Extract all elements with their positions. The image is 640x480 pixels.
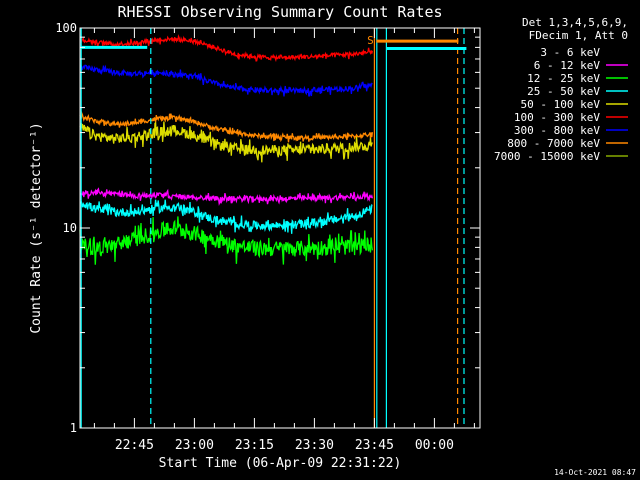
y-axis: 1 10 100 (55, 21, 480, 435)
x-axis-label: Start Time (06-Apr-09 22:31:22) (159, 456, 402, 471)
legend-label-5: 100 - 300 keV (514, 111, 600, 124)
series-line-0 (79, 222, 374, 287)
y-tick-label-1: 10 (63, 221, 77, 235)
annotation-label-0: S (367, 34, 374, 47)
chart-title: RHESSI Observing Summary Count Rates (117, 3, 442, 21)
legend-label-7: 800 - 7000 keV (507, 137, 600, 150)
x-tick-label-0: 22:45 (115, 438, 154, 453)
footer-timestamp: 14-Oct-2021 08:47 (554, 468, 636, 477)
x-tick-label-1: 23:00 (175, 438, 214, 453)
series-line-5 (79, 34, 374, 63)
legend-label-0: 3 - 6 keV (540, 46, 600, 59)
y-tick-label-0: 1 (70, 421, 77, 435)
x-tick-label-4: 23:45 (355, 438, 394, 453)
y-axis-label: Count Rate (s⁻¹ detector⁻¹) (29, 122, 44, 333)
x-tick-label-5: 00:00 (415, 438, 454, 453)
legend-label-2: 12 - 25 keV (527, 72, 600, 85)
x-axis: 22:45 23:00 23:15 23:30 23:45 00:00 (93, 28, 475, 453)
series-line-4 (79, 121, 373, 163)
series-line-2 (79, 216, 374, 265)
series-line-7 (79, 111, 374, 143)
series-line-6 (79, 64, 373, 97)
legend-label-3: 25 - 50 keV (527, 85, 600, 98)
legend-label-6: 300 - 800 keV (514, 124, 600, 137)
series-layer (79, 34, 374, 287)
legend-header-1: Det 1,3,4,5,6,9, (522, 16, 628, 29)
legend-label-8: 7000 - 15000 keV (494, 150, 600, 163)
series-line-3 (79, 199, 373, 234)
x-tick-label-2: 23:15 (235, 438, 274, 453)
marker-layer: S (80, 28, 467, 428)
legend-label-1: 6 - 12 keV (534, 59, 601, 72)
series-line-1 (79, 187, 374, 207)
legend: Det 1,3,4,5,6,9, FDecim 1, Att 0 3 - 6 k… (494, 16, 628, 163)
x-tick-label-3: 23:30 (295, 438, 334, 453)
legend-label-4: 50 - 100 keV (521, 98, 601, 111)
y-tick-label-2: 100 (55, 21, 77, 35)
legend-header-2: FDecim 1, Att 0 (529, 29, 628, 42)
